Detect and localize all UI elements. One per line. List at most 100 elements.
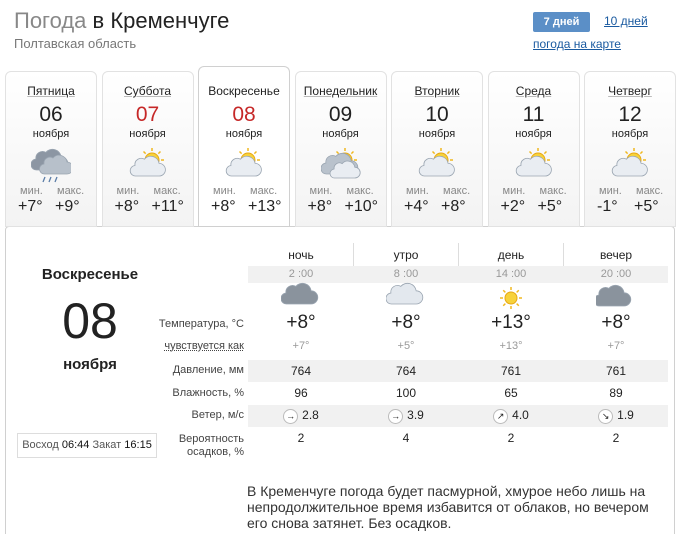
- weather-icon: [225, 148, 262, 177]
- tab-7-days[interactable]: 7 дней: [533, 12, 590, 32]
- sun-times: Восход 06:44 Закат 16:15: [17, 433, 157, 458]
- feels-like: +7°: [292, 340, 310, 352]
- day-date: 08: [232, 103, 256, 126]
- wind-speed: 1.9: [617, 408, 634, 422]
- day-card[interactable]: Воскресенье 08 ноября мин. макс. +8° +13°: [198, 66, 290, 226]
- day-icon: [489, 148, 579, 189]
- weather-icon: [280, 282, 319, 305]
- pressure: 764: [290, 364, 312, 378]
- row-label: чувствуется как: [164, 340, 244, 352]
- precipitation: 2: [507, 431, 515, 445]
- detail-month: ноября: [63, 356, 117, 373]
- sunrise: 06:44: [61, 439, 90, 451]
- day-icon: [392, 148, 482, 189]
- max-label: макс.: [346, 185, 374, 197]
- time: 8 :00: [393, 268, 419, 280]
- pressure: 761: [605, 364, 627, 378]
- wind-direction: ↘: [598, 409, 614, 424]
- weather-icon: [500, 287, 522, 309]
- min-temp: +8°: [114, 198, 140, 215]
- max-label: макс.: [539, 185, 567, 197]
- day-card[interactable]: Вторник 10 ноября мин. макс. +4° +8°: [391, 71, 483, 227]
- min-label: мин.: [502, 185, 526, 197]
- day-month: ноября: [129, 128, 166, 140]
- row-bg: [248, 360, 668, 382]
- row-bg: [248, 405, 668, 427]
- max-label: макс.: [636, 185, 664, 197]
- precipitation: 2: [612, 431, 620, 445]
- wind-direction: →: [283, 409, 299, 424]
- day-weekday: Пятница: [27, 84, 75, 98]
- weather-icon: [320, 148, 361, 179]
- max-label: макс.: [57, 185, 85, 197]
- period-icon: [354, 282, 458, 323]
- pressure: 764: [395, 364, 417, 378]
- min-temp: +2°: [500, 198, 526, 215]
- col-divider: [563, 243, 564, 266]
- day-card[interactable]: Пятница 06 ноября мин. макс. +7° +9°: [5, 71, 97, 227]
- min-label: мин.: [213, 185, 236, 197]
- pressure: 761: [500, 364, 522, 378]
- humidity: 100: [395, 386, 417, 400]
- period-icon: [459, 282, 563, 323]
- min-temp: +8°: [307, 198, 333, 215]
- day-date: 11: [522, 103, 545, 126]
- max-temp: +10°: [344, 198, 379, 215]
- temperature: +8°: [391, 312, 421, 333]
- day-card[interactable]: Понедельник 09 ноября мин. макс. +8° +10°: [294, 71, 387, 227]
- feels-like: +13°: [499, 340, 523, 352]
- min-label: мин.: [20, 185, 43, 197]
- tab-10-days[interactable]: 10 дней: [604, 14, 648, 28]
- humidity: 65: [504, 386, 518, 400]
- day-date: 06: [39, 103, 63, 126]
- day-card[interactable]: Четверг 12 ноября мин. макс. -1° +5°: [584, 71, 676, 227]
- max-temp: +13°: [248, 198, 282, 215]
- wind: → 2.8: [249, 408, 353, 424]
- title-place: в Кременчуге: [92, 8, 230, 33]
- day-weekday: Суббота: [124, 84, 171, 98]
- weather-icon: [593, 284, 632, 307]
- day-date: 10: [425, 103, 449, 126]
- max-temp: +9°: [55, 198, 80, 215]
- region: Полтавская область: [14, 36, 137, 51]
- day-card[interactable]: Среда 11 ноября мин. макс. +2° +5°: [487, 71, 580, 227]
- period: день: [497, 248, 525, 262]
- title-lead: Погода: [14, 8, 87, 33]
- day-month: ноября: [418, 128, 456, 140]
- weather-icon: [30, 148, 74, 183]
- wind: ↘ 1.9: [564, 408, 668, 424]
- max-temp: +8°: [441, 198, 466, 215]
- weather-icon: [418, 148, 455, 177]
- temperature: +8°: [601, 312, 631, 333]
- feels-like: +7°: [607, 340, 625, 352]
- day-card[interactable]: Суббота 07 ноября мин. макс. +8° +11°: [101, 71, 194, 227]
- min-label: мин.: [309, 185, 333, 197]
- day-icon: [6, 148, 96, 189]
- min-label: мин.: [599, 185, 622, 197]
- weather-icon: [385, 282, 424, 305]
- precipitation: 4: [402, 431, 410, 445]
- row-bg: [248, 266, 668, 283]
- day-weekday: Среда: [515, 84, 552, 98]
- detail-date: 08: [62, 293, 118, 349]
- feels-like: +5°: [397, 340, 415, 352]
- row-label: Ветер, м/с: [191, 409, 244, 421]
- max-label: макс.: [153, 185, 181, 197]
- max-temp: +5°: [537, 198, 563, 215]
- temperature: +13°: [491, 312, 531, 333]
- wind: → 3.9: [354, 408, 458, 424]
- col-divider: [458, 243, 459, 266]
- day-icon: [585, 148, 675, 189]
- col-divider: [353, 243, 354, 266]
- wind-speed: 2.8: [302, 408, 319, 422]
- precipitation: 2: [297, 431, 305, 445]
- map-link[interactable]: погода на карте: [533, 37, 621, 51]
- humidity: 89: [609, 386, 623, 400]
- day-weekday: Четверг: [608, 84, 652, 98]
- row-label: Вероятность осадков, %: [178, 433, 244, 458]
- period-icon: [249, 282, 353, 323]
- day-weekday: Вторник: [414, 84, 460, 98]
- min-label: мин.: [406, 185, 429, 197]
- day-date: 07: [135, 103, 160, 126]
